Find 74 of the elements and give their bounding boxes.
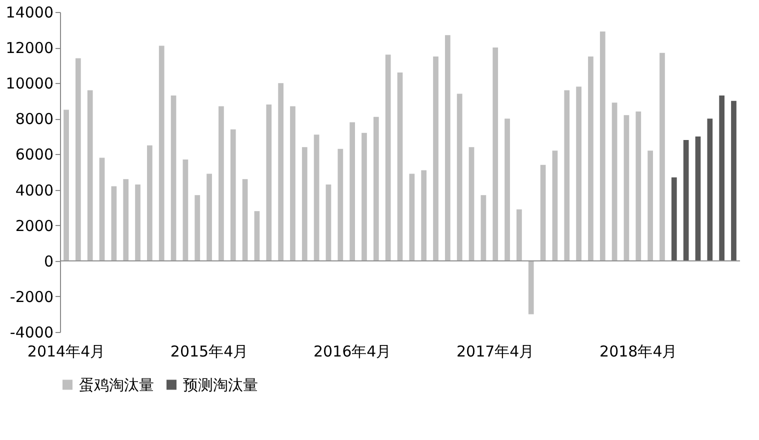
bar	[87, 90, 93, 261]
bar	[350, 122, 356, 261]
bar	[516, 209, 522, 261]
bar	[564, 90, 570, 261]
bar	[624, 115, 630, 261]
bar	[576, 86, 582, 261]
bar	[266, 104, 272, 261]
x-tick-label: 2015年4月	[170, 342, 248, 360]
bar	[444, 35, 450, 261]
bar	[314, 134, 320, 261]
y-tick-label: 10000	[6, 74, 54, 93]
bar	[170, 96, 176, 261]
bar	[123, 179, 129, 261]
bar	[135, 184, 140, 261]
bar	[648, 150, 653, 261]
y-tick-label: 6000	[15, 146, 54, 164]
bar	[182, 160, 188, 261]
x-tick-label: 2017年4月	[456, 342, 534, 360]
bar	[397, 72, 403, 261]
y-tick-label: -2000	[10, 288, 54, 306]
bar	[302, 147, 308, 261]
bar	[683, 140, 689, 261]
bar	[456, 94, 462, 261]
bar	[707, 118, 713, 261]
y-tick-label: 0	[44, 252, 54, 270]
x-tick-label: 2014年4月	[27, 342, 106, 360]
x-tick-label: 2016年4月	[313, 342, 392, 360]
bar	[373, 116, 379, 261]
bar	[99, 158, 105, 261]
bar	[468, 147, 474, 261]
bar	[600, 32, 606, 261]
legend-label: 预测淘汰量	[183, 376, 258, 394]
bar	[218, 106, 224, 261]
y-tick-label: 4000	[15, 181, 54, 200]
bar	[64, 110, 69, 261]
bar	[75, 58, 81, 261]
bar	[528, 260, 534, 314]
bar	[254, 211, 260, 261]
bar	[278, 83, 284, 261]
x-tick-label: 2018年4月	[600, 342, 678, 360]
bar	[290, 106, 296, 261]
y-tick-label: -4000	[10, 324, 54, 342]
bar	[504, 118, 510, 261]
bar	[636, 112, 642, 261]
y-tick-label: 2000	[15, 216, 54, 235]
bar	[719, 96, 725, 261]
bar	[326, 184, 332, 261]
bar	[338, 148, 344, 261]
bar	[612, 102, 618, 261]
bar	[385, 54, 391, 261]
bar	[230, 129, 236, 261]
bar	[421, 170, 427, 261]
y-tick-label: 14000	[6, 4, 54, 22]
bar	[480, 195, 486, 261]
bar	[147, 145, 152, 261]
bar	[409, 174, 415, 261]
bar	[695, 136, 701, 261]
bar	[158, 46, 164, 261]
bar	[206, 174, 212, 261]
bar	[492, 48, 498, 261]
bar	[540, 164, 546, 261]
y-tick-label: 8000	[15, 110, 54, 128]
bar	[671, 177, 677, 261]
bar	[588, 56, 594, 261]
bar	[194, 195, 200, 261]
bar	[433, 56, 438, 261]
bar	[242, 179, 248, 261]
bar	[660, 52, 665, 261]
legend-label: 蛋鸡淘汰量	[79, 376, 154, 394]
bar	[731, 100, 736, 261]
y-tick-label: 12000	[6, 39, 54, 58]
bar	[362, 132, 367, 261]
bar	[111, 186, 117, 261]
bar	[552, 150, 558, 261]
